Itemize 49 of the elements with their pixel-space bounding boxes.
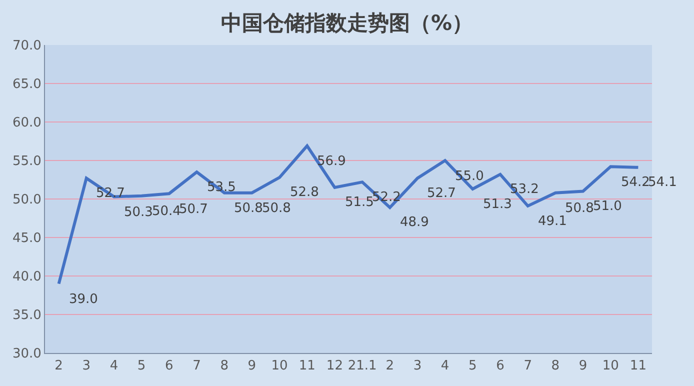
data-label: 49.1 bbox=[538, 214, 567, 229]
x-tick-label: 4 bbox=[110, 358, 118, 374]
y-tick-label: 65.0 bbox=[12, 77, 42, 92]
x-tick-label: 4 bbox=[440, 358, 450, 374]
y-tick-label: 70.0 bbox=[12, 38, 42, 54]
x-tick-label: 2 bbox=[54, 358, 63, 374]
data-label: 50.7 bbox=[179, 202, 208, 217]
y-tick-label: 55.0 bbox=[12, 154, 42, 170]
y-tick-label: 60.0 bbox=[12, 116, 42, 131]
x-tick-label: 3 bbox=[82, 358, 91, 374]
x-tick-label: 11 bbox=[630, 358, 646, 374]
y-tick-label: 35.0 bbox=[12, 308, 42, 324]
x-tick-label: 7 bbox=[192, 358, 201, 374]
x-tick-label: 8 bbox=[551, 358, 560, 374]
x-tick-label: 10 bbox=[602, 358, 619, 374]
y-tick-label: 40.0 bbox=[12, 270, 42, 285]
x-tick-label: 9 bbox=[578, 358, 588, 374]
data-label: 54.2 bbox=[621, 175, 650, 190]
data-label: 51.3 bbox=[483, 197, 512, 212]
x-tick-label: 8 bbox=[220, 358, 228, 374]
data-label: 50.8 bbox=[262, 201, 291, 216]
x-tick-label: 7 bbox=[524, 358, 532, 374]
x-tick-label: 21.1 bbox=[348, 358, 377, 374]
x-tick-label: 2 bbox=[386, 358, 394, 374]
data-label: 51.5 bbox=[345, 195, 374, 210]
data-label: 56.9 bbox=[317, 154, 346, 169]
data-label: 48.9 bbox=[400, 215, 429, 230]
data-label: 51.0 bbox=[593, 199, 622, 214]
y-tick-label: 45.0 bbox=[12, 231, 42, 246]
y-tick-label: 30.0 bbox=[12, 346, 42, 362]
x-tick-label: 5 bbox=[468, 358, 477, 374]
x-tick-label: 5 bbox=[137, 358, 146, 374]
x-tick-label: 6 bbox=[165, 358, 174, 374]
chart-title: 中国仓储指数走势图（%） bbox=[220, 11, 474, 36]
y-tick-label: 50.0 bbox=[12, 192, 42, 208]
data-label: 50.8 bbox=[234, 201, 263, 216]
data-label: 50.4 bbox=[152, 204, 181, 219]
x-tick-label: 6 bbox=[496, 358, 504, 374]
x-tick-label: 9 bbox=[248, 358, 256, 374]
x-tick-label: 3 bbox=[413, 358, 422, 374]
x-tick-label: 12 bbox=[326, 358, 343, 374]
x-tick-label: 11 bbox=[298, 358, 316, 374]
data-label: 39.0 bbox=[69, 292, 98, 307]
data-label: 52.7 bbox=[427, 186, 456, 201]
data-label: 50.8 bbox=[565, 201, 594, 216]
data-label: 54.1 bbox=[648, 175, 677, 190]
data-label: 52.8 bbox=[290, 185, 319, 200]
x-tick-label: 10 bbox=[271, 358, 288, 374]
data-label: 50.3 bbox=[124, 205, 153, 220]
